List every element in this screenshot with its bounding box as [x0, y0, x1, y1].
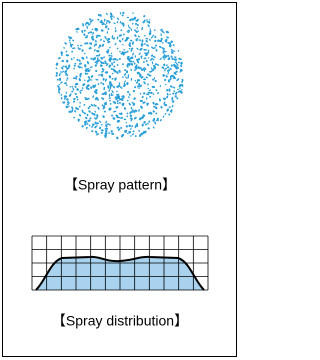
spray-dot — [78, 119, 81, 120]
figure: 【Spray pattern】 【Spray distribution】 — [0, 0, 240, 360]
spray-dot — [58, 88, 60, 91]
spray-dot — [97, 19, 99, 21]
distribution-label: 【Spray distribution】 — [52, 313, 188, 329]
page: 【Spray pattern】 【Spray distribution】 (()… — [0, 0, 320, 360]
pattern-label: 【Spray pattern】 — [64, 177, 176, 193]
spray-dot — [60, 51, 62, 53]
spray-dot — [115, 30, 117, 33]
spray-dot — [101, 124, 103, 125]
